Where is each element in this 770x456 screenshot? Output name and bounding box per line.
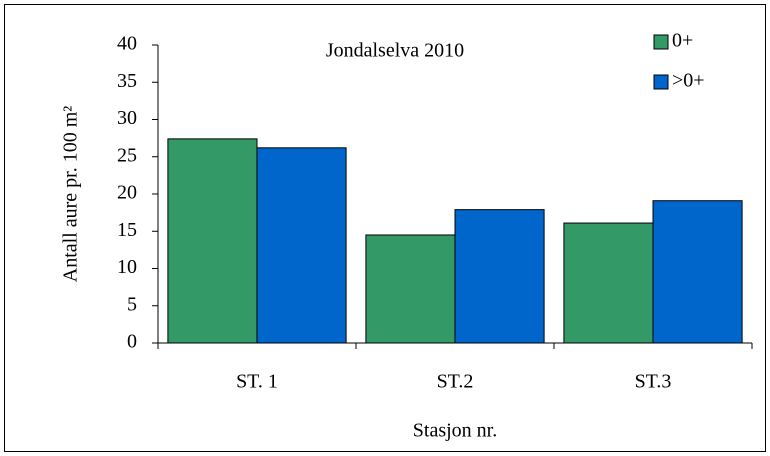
y-tick-label: 15 <box>117 219 137 241</box>
bar <box>365 234 456 344</box>
y-tick-label: 25 <box>117 144 137 166</box>
x-tick-label: ST. 1 <box>236 371 278 393</box>
y-tick-label: 30 <box>117 107 137 129</box>
legend-label: >0+ <box>672 70 705 92</box>
y-tick-label: 40 <box>117 33 137 55</box>
x-axis-label: Stasjon nr. <box>413 420 497 442</box>
legend-label: 0+ <box>672 30 693 52</box>
chart-title: Jondalselva 2010 <box>326 40 464 62</box>
y-axis-label: Antall aure pr. 100 m² <box>60 106 82 283</box>
bar <box>652 200 743 344</box>
y-tick-label: 0 <box>127 331 137 353</box>
y-tick-label: 20 <box>117 182 137 204</box>
y-tick-label: 35 <box>117 70 137 92</box>
y-tick-label: 10 <box>117 256 137 278</box>
bar <box>454 209 545 344</box>
x-tick-label: ST.2 <box>437 371 474 393</box>
legend-swatch <box>653 74 669 90</box>
x-tick-label: ST.3 <box>635 371 672 393</box>
bar <box>563 222 654 344</box>
legend-swatch <box>653 34 669 50</box>
bar <box>167 138 258 344</box>
y-tick-label: 5 <box>127 293 137 315</box>
bar <box>256 147 347 344</box>
